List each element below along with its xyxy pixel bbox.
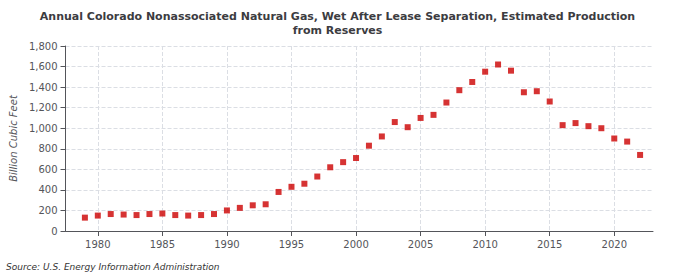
svg-text:2010: 2010 (472, 239, 497, 250)
svg-text:1,200: 1,200 (29, 102, 58, 113)
svg-text:Source: U.S. Energy Informatio: Source: U.S. Energy Information Administ… (6, 262, 220, 272)
svg-text:Annual Colorado Nonassociated: Annual Colorado Nonassociated Natural Ga… (40, 10, 635, 23)
svg-text:from Reserves: from Reserves (293, 24, 383, 37)
svg-text:1,600: 1,600 (29, 61, 58, 72)
svg-text:1995: 1995 (279, 239, 304, 250)
svg-text:2015: 2015 (537, 239, 562, 250)
svg-text:1,000: 1,000 (29, 123, 58, 134)
svg-text:600: 600 (38, 164, 57, 175)
svg-text:0: 0 (51, 226, 57, 237)
svg-text:400: 400 (38, 184, 57, 195)
svg-text:200: 200 (38, 205, 57, 216)
svg-text:Billion Cubic Feet: Billion Cubic Feet (8, 94, 19, 182)
svg-text:1990: 1990 (214, 239, 239, 250)
svg-text:2000: 2000 (343, 239, 368, 250)
svg-text:2020: 2020 (602, 239, 627, 250)
svg-text:1,400: 1,400 (29, 82, 58, 93)
svg-text:1980: 1980 (85, 239, 110, 250)
svg-text:2005: 2005 (408, 239, 433, 250)
svg-text:1,800: 1,800 (29, 41, 58, 52)
svg-text:800: 800 (38, 143, 57, 154)
svg-text:1985: 1985 (150, 239, 175, 250)
